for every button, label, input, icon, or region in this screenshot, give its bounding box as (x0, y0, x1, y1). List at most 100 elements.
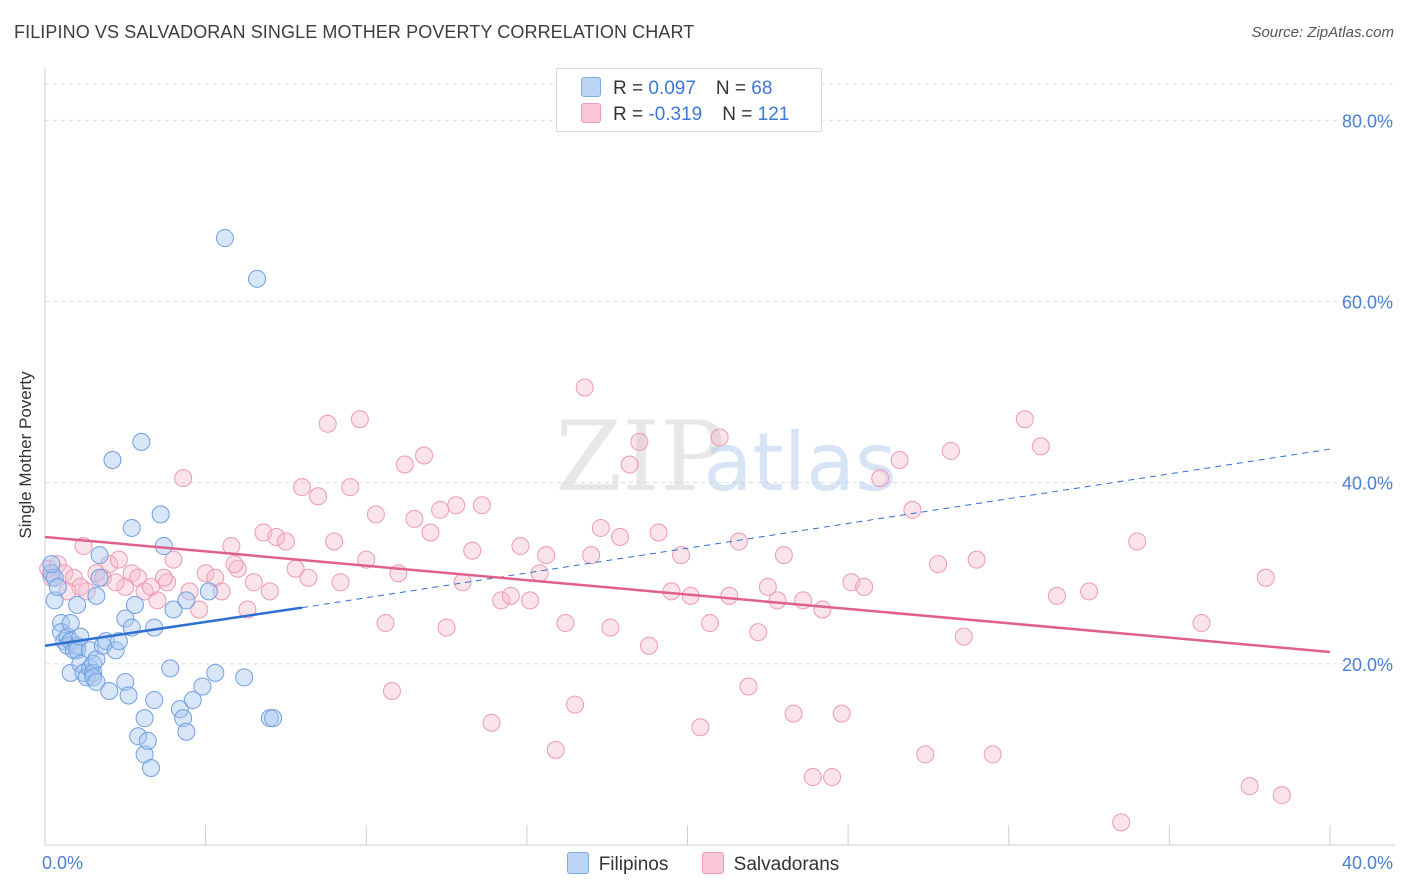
salvadorans-point (575, 378, 594, 397)
salvadorans-point (855, 577, 874, 596)
legend-item-filipinos: Filipinos (566, 852, 668, 876)
salvadorans-point (376, 614, 395, 633)
salvadorans-point (1272, 786, 1291, 805)
salvadorans-point (582, 546, 601, 565)
salvadorans-point (318, 414, 337, 433)
salvadorans-point (164, 550, 183, 569)
filipinos-point (235, 668, 254, 687)
salvadorans-point (729, 532, 748, 551)
filipinos-point (103, 451, 122, 469)
salvadorans-point (929, 555, 948, 574)
filipinos-point (132, 432, 151, 451)
filipinos-point (151, 505, 170, 524)
filipinos-point (100, 682, 119, 700)
filipinos-point (42, 555, 61, 574)
salvadorans-point (823, 768, 842, 787)
salvadorans-point (1015, 410, 1034, 429)
swatch-filipinos (566, 852, 589, 874)
salvadorans-point (1112, 813, 1131, 832)
salvadorans-point (700, 614, 719, 633)
salvadorans-point (784, 704, 803, 723)
filipinos-point (116, 672, 135, 691)
filipinos-point (61, 614, 80, 633)
salvadorans-point (154, 568, 173, 587)
salvadorans-point (331, 573, 350, 592)
salvadorans-point (276, 532, 295, 551)
salvadorans-point (293, 478, 311, 497)
salvadorans-point (492, 591, 511, 610)
salvadorans-point (749, 623, 768, 642)
salvadorans-point (77, 582, 96, 601)
filipinos-point (90, 568, 109, 587)
salvadorans-point (903, 500, 922, 519)
salvadorans-point (890, 451, 909, 469)
salvadorans-point (813, 600, 832, 619)
salvadorans-point (967, 550, 986, 569)
salvadorans-point (447, 496, 466, 515)
legend-r-value: 0.097 (648, 78, 696, 99)
salvadorans-point (537, 546, 556, 565)
salvadorans-point (639, 636, 658, 655)
filipinos-point (161, 659, 180, 678)
y-tick-label: 60.0% (1342, 292, 1393, 312)
salvadorans-point (366, 505, 385, 524)
salvadorans-point (174, 469, 193, 488)
salvadorans-point (260, 582, 279, 601)
salvadorans-point (566, 695, 585, 714)
salvadorans-point (58, 582, 77, 601)
filipinos-points (42, 229, 283, 777)
filipinos-point (68, 595, 87, 614)
filipinos-point (248, 269, 267, 288)
filipinos-point (177, 722, 196, 741)
salvadorans-point (100, 555, 119, 574)
salvadorans-point (871, 469, 890, 488)
filipinos-point (109, 632, 128, 651)
filipinos-point (119, 686, 138, 705)
salvadorans-point (405, 509, 424, 528)
correlation-legend: R = 0.097 N = 68 R = -0.319 N = 121 (556, 68, 822, 132)
filipinos-point (193, 677, 212, 696)
salvadorans-point (421, 523, 440, 542)
filipinos-point (142, 759, 161, 777)
legend-label-salvadorans: Salvadorans (733, 854, 840, 875)
legend-r-value: -0.319 (648, 104, 703, 125)
source-label: Source: ZipAtlas.com (1251, 24, 1394, 41)
filipinos-point (138, 731, 157, 750)
salvadorans-point (225, 555, 244, 574)
y-tick-label: 40.0% (1342, 474, 1393, 494)
series-legend: Filipinos Salvadorans (0, 852, 1406, 876)
filipinos-trendline (44, 606, 303, 647)
salvadorans-point (244, 573, 263, 592)
filipinos-point (183, 691, 202, 710)
salvadorans-point (415, 446, 434, 465)
salvadorans-point (710, 428, 729, 447)
salvadorans-point (739, 677, 758, 696)
salvadorans-point (546, 740, 565, 759)
y-tick-label: 80.0% (1342, 111, 1393, 131)
watermark-atlas: atlas (703, 416, 896, 509)
salvadorans-point (382, 682, 401, 700)
filipinos-point (48, 577, 67, 596)
salvadorans-point (691, 718, 710, 737)
salvadorans-point (309, 487, 328, 506)
salvadorans-point (720, 586, 739, 605)
chart-title: FILIPINO VS SALVADORAN SINGLE MOTHER POV… (14, 22, 695, 42)
y-tick-labels: 20.0% 40.0% 60.0% 80.0% (1342, 111, 1393, 675)
salvadorans-point (1128, 532, 1147, 551)
filipinos-point (264, 709, 283, 728)
salvadorans-point (954, 627, 973, 646)
salvadorans-point (341, 478, 360, 497)
salvadorans-point (482, 713, 501, 732)
salvadorans-point (267, 528, 286, 546)
salvadorans-point (620, 455, 639, 474)
salvadorans-point (916, 745, 935, 764)
salvadorans-point (122, 564, 141, 583)
salvadorans-point (431, 500, 450, 519)
legend-row-salvadorans: R = -0.319 N = 121 (581, 103, 789, 127)
salvadorans-point (109, 550, 128, 569)
filipinos-point (45, 591, 64, 610)
filipinos-point (125, 595, 144, 614)
salvadorans-point (774, 546, 793, 565)
salvadorans-point (196, 564, 215, 583)
